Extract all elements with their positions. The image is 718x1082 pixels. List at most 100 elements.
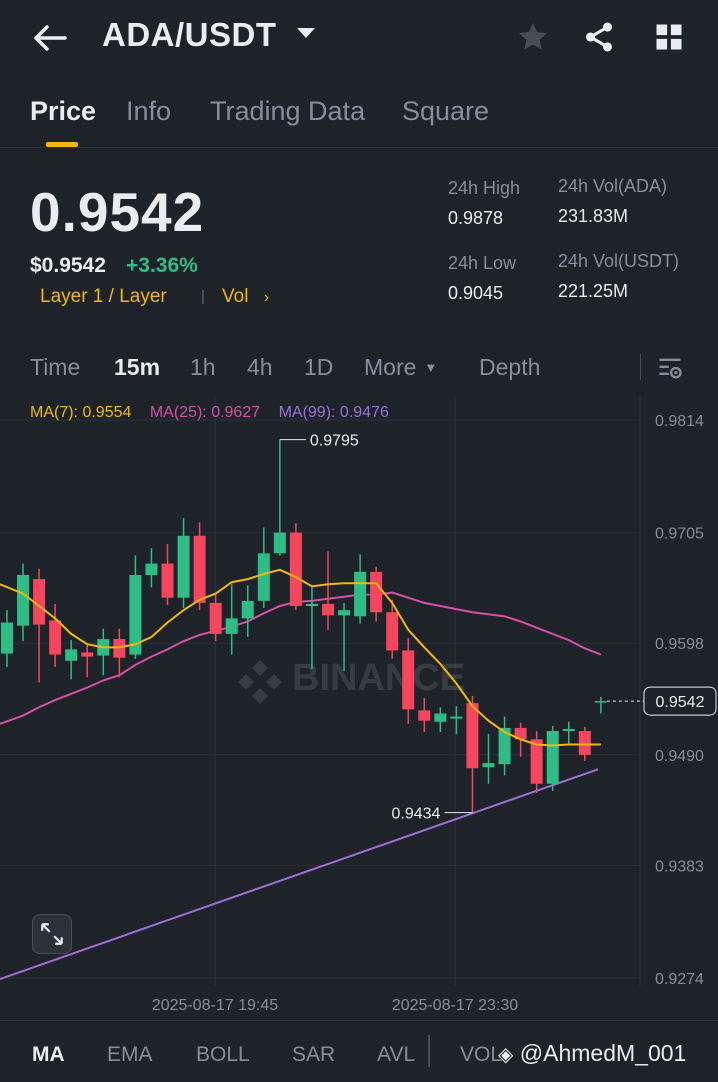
candle-body: [113, 639, 126, 658]
grid-icon[interactable]: [654, 22, 684, 57]
low-label: 24h Low: [448, 253, 517, 273]
candle-body: [289, 532, 302, 606]
pair-title[interactable]: ADA/USDT: [102, 16, 277, 53]
high-marker-label: 0.9795: [310, 433, 359, 450]
interval-1h[interactable]: 1h: [190, 354, 216, 380]
ma99-line: [0, 768, 599, 980]
vol-usdt-value: 221.25M: [558, 281, 629, 301]
vol-link[interactable]: Vol ›: [222, 286, 269, 308]
star-icon[interactable]: [516, 20, 550, 59]
candle-body: [450, 716, 463, 719]
diamond-icon: ◈: [498, 1044, 514, 1066]
top-bar: ADA/USDT: [0, 0, 718, 80]
candle-body: [17, 575, 30, 626]
tab-trading-data[interactable]: Trading Data: [210, 96, 366, 126]
interval-divider: [640, 354, 641, 380]
price-change: +3.36%: [126, 254, 198, 277]
candle-body: [241, 600, 254, 619]
tab-square[interactable]: Square: [402, 96, 490, 126]
interval-15m[interactable]: 15m: [114, 354, 161, 380]
last-price: 0.9542: [30, 181, 205, 243]
indicator-vol[interactable]: VOL: [460, 1043, 503, 1066]
current-price-box: [643, 686, 717, 716]
candle-body: [530, 739, 543, 784]
user-watermark: ◈ @AhmedM_001: [498, 1040, 686, 1067]
tag-divider: [202, 290, 204, 304]
candle-body: [257, 553, 270, 601]
usd-price: $0.9542: [30, 254, 106, 277]
tab-depth[interactable]: Depth: [479, 354, 541, 380]
candle-body: [65, 649, 78, 661]
y-tick-label: 0.9598: [655, 636, 704, 653]
candle-body: [338, 610, 351, 616]
candle-body: [578, 731, 591, 755]
candle-body: [322, 603, 334, 616]
main-tabs: Price Info Trading Data Square: [0, 86, 718, 148]
candle-body: [434, 713, 447, 722]
indicator-sar[interactable]: SAR: [292, 1043, 336, 1066]
chevron-right-icon: ›: [263, 289, 270, 306]
interval-time[interactable]: Time: [30, 354, 81, 380]
candle-body: [386, 612, 399, 651]
svg-text:BINANCE: BINANCE: [292, 657, 465, 699]
x-tick-label: 2025-08-17 19:45: [152, 997, 278, 1014]
candle-body: [418, 710, 431, 721]
ma25-line: [0, 591, 602, 725]
y-tick-label: 0.9814: [655, 413, 704, 430]
low-marker-label: 0.9434: [392, 806, 441, 823]
candle-body: [354, 571, 367, 617]
chart-settings-icon[interactable]: [656, 354, 684, 387]
candle-body: [594, 701, 607, 703]
tab-price[interactable]: Price: [30, 96, 97, 126]
back-arrow-icon[interactable]: [30, 18, 70, 58]
vol-ada-label: 24h Vol(ADA): [558, 176, 668, 196]
ma-legend: MA(7): 0.9554 MA(25): 0.9627 MA(99): 0.9…: [30, 404, 389, 422]
candle-body: [498, 727, 511, 765]
price-chart[interactable]: 0.9814 0.9705 0.9598 0.9490 0.9383 0.9274 2025…: [0, 396, 718, 1016]
candle-body: [305, 603, 318, 606]
y-tick-label: 0.9490: [655, 748, 704, 765]
candle-body: [193, 535, 206, 603]
indicator-divider: [428, 1035, 430, 1067]
share-icon[interactable]: [582, 20, 616, 59]
candle-body: [562, 728, 575, 732]
indicator-avl[interactable]: AVL: [377, 1043, 416, 1066]
candle-body: [402, 650, 415, 710]
candle-body: [273, 532, 286, 554]
interval-4h[interactable]: 4h: [247, 354, 273, 380]
candle-body: [129, 575, 142, 655]
candle-body: [466, 703, 479, 769]
indicator-bar: MA EMA BOLL SAR AVL VOL: [0, 1020, 718, 1082]
fullscreen-button[interactable]: [32, 914, 72, 954]
low-value: 0.9045: [448, 283, 504, 303]
vol-ada-value: 231.83M: [558, 206, 629, 226]
caret-down-icon[interactable]: [296, 26, 316, 45]
interval-bar: Time 15m 1h 4h 1D More ▼ Depth: [0, 346, 718, 392]
y-tick-label: 0.9383: [655, 858, 704, 875]
indicator-boll[interactable]: BOLL: [196, 1043, 250, 1066]
high-value: 0.9878: [448, 208, 504, 228]
vol-link-label: Vol: [222, 286, 249, 307]
high-label: 24h High: [448, 178, 521, 198]
tab-info[interactable]: Info: [126, 96, 172, 126]
interval-1d[interactable]: 1D: [304, 354, 334, 380]
ma7-line: [0, 568, 601, 747]
expand-icon: [41, 923, 63, 945]
indicator-ema[interactable]: EMA: [107, 1043, 153, 1066]
binance-logo-icon: [238, 660, 282, 704]
candlestick-chart[interactable]: 0.9814 0.9705 0.9598 0.9490 0.9383 0.9274 2025…: [0, 396, 718, 1016]
caret-down-small-icon: ▼: [424, 360, 438, 375]
candle-body: [514, 727, 527, 740]
candle-body: [81, 652, 94, 657]
candle-body: [177, 535, 190, 598]
interval-more[interactable]: More ▼: [364, 354, 437, 381]
indicator-ma[interactable]: MA: [32, 1043, 65, 1066]
candle-body: [33, 579, 46, 625]
candle-body: [1, 622, 13, 654]
current-price-label: 0.9542: [656, 694, 705, 711]
category-tag[interactable]: Layer 1 / Layer: [40, 286, 167, 307]
candle-body: [209, 602, 222, 634]
active-tab-indicator: [46, 142, 78, 147]
more-label: More: [364, 354, 417, 380]
candle-body: [482, 763, 495, 768]
